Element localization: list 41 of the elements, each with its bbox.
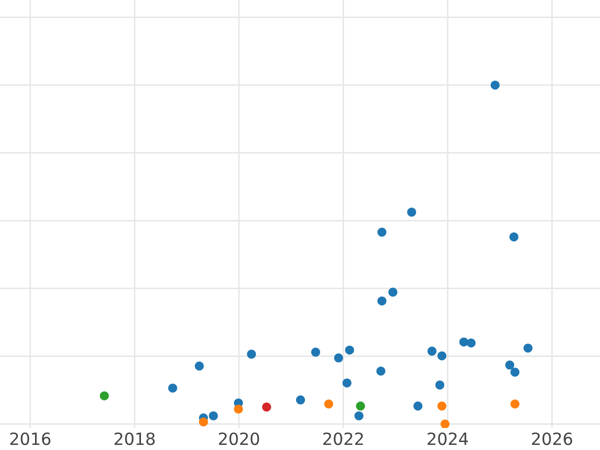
point	[376, 366, 386, 376]
point	[356, 402, 366, 411]
point	[208, 411, 218, 420]
point	[510, 368, 520, 377]
x-tick-label: 2018	[114, 432, 155, 446]
point	[334, 353, 344, 362]
point	[388, 288, 398, 297]
point	[342, 378, 352, 388]
point	[311, 348, 320, 357]
point	[509, 232, 518, 242]
x-tick-label: 2026	[532, 432, 572, 446]
point	[440, 420, 450, 428]
point	[437, 351, 446, 360]
point	[234, 404, 243, 414]
point	[354, 411, 364, 420]
x-tick-label: 2016	[10, 432, 50, 446]
point	[194, 362, 204, 371]
point	[524, 344, 532, 353]
point	[435, 380, 444, 390]
x-tick-label: 2020	[218, 432, 260, 446]
point	[198, 417, 208, 426]
point	[377, 228, 386, 237]
point	[168, 384, 178, 393]
point	[407, 208, 416, 217]
x-tick-label: 2024	[428, 432, 468, 446]
point	[466, 338, 476, 348]
point	[100, 391, 109, 400]
point	[490, 80, 500, 90]
point	[246, 350, 256, 359]
point	[413, 402, 422, 411]
point	[459, 337, 468, 346]
point	[505, 360, 514, 370]
x-tick-label: 2022	[323, 432, 363, 446]
point	[437, 402, 446, 411]
point	[377, 296, 386, 306]
point	[324, 400, 334, 409]
point	[510, 400, 520, 409]
point	[345, 346, 354, 355]
point	[428, 346, 436, 356]
point	[296, 395, 306, 404]
point	[262, 402, 272, 412]
